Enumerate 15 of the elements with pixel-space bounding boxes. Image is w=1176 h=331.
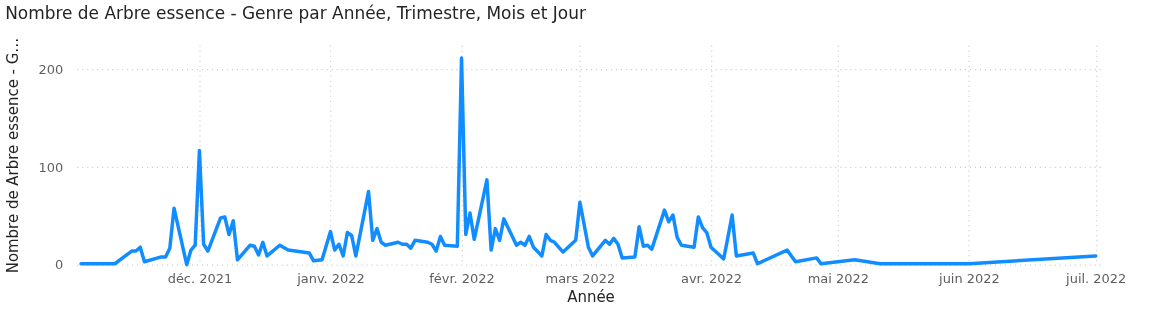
y-tick-label: 0 xyxy=(55,257,64,273)
chart-title: Nombre de Arbre essence - Genre par Année, Trimestre, Mois et Jour xyxy=(5,3,586,24)
x-tick-label: juin 2022 xyxy=(938,271,1000,287)
x-tick-label: juil. 2022 xyxy=(1065,271,1127,287)
x-tick-label: févr. 2022 xyxy=(429,271,495,287)
y-tick-label: 200 xyxy=(38,62,64,78)
x-tick-label: avr. 2022 xyxy=(681,271,742,287)
y-axis-title: Nombre de Arbre essence - G… xyxy=(3,37,22,274)
x-tick-label: mai 2022 xyxy=(807,271,869,287)
y-tick-label: 100 xyxy=(38,159,64,175)
x-axis-title: Année xyxy=(567,288,615,307)
x-tick-label: mars 2022 xyxy=(545,271,616,287)
x-tick-label: janv. 2022 xyxy=(296,271,365,287)
x-tick-label: déc. 2021 xyxy=(167,271,233,287)
line-series xyxy=(79,56,1098,267)
